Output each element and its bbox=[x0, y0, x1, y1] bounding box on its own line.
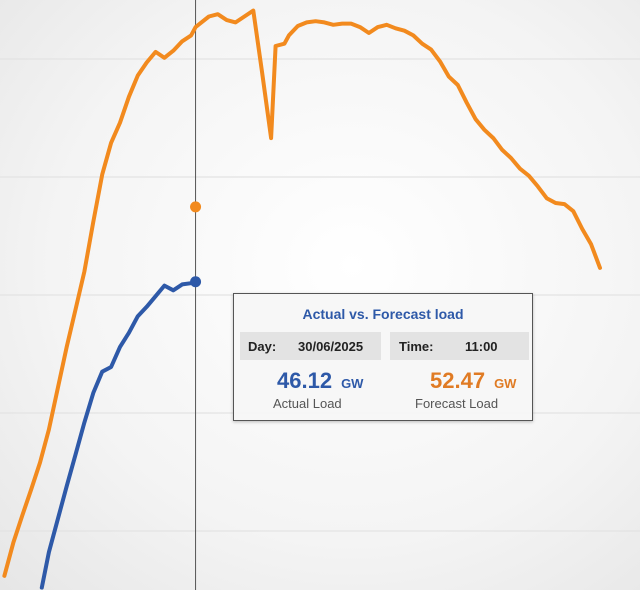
actual-load-line[interactable] bbox=[39, 279, 198, 590]
tooltip-time-label: Time: bbox=[399, 339, 434, 354]
forecast-value-unit: GW bbox=[494, 376, 517, 391]
tooltip-time-row: Time: 11:00 bbox=[390, 332, 529, 360]
tooltip-day-row: Day: 30/06/2025 bbox=[240, 332, 381, 360]
tooltip-time-value: 11:00 bbox=[465, 339, 498, 354]
actual-value-number: 46.12 bbox=[277, 368, 333, 393]
forecast-value-number: 52.47 bbox=[430, 368, 486, 393]
tooltip-actual-value: 46.12 GW bbox=[277, 368, 363, 394]
hover-tooltip: Actual vs. Forecast load Day: 30/06/2025… bbox=[233, 293, 533, 421]
tooltip-day-value: 30/06/2025 bbox=[298, 339, 364, 354]
forecast-load-hover-point bbox=[190, 201, 202, 213]
tooltip-title: Actual vs. Forecast load bbox=[302, 306, 464, 322]
tooltip-forecast-value: 52.47 GW bbox=[430, 368, 516, 394]
forecast-load-line[interactable] bbox=[2, 8, 602, 578]
series-lines[interactable] bbox=[2, 8, 602, 590]
tooltip-day-label: Day: bbox=[248, 339, 277, 354]
actual-load-hover-point bbox=[190, 276, 202, 288]
actual-value-unit: GW bbox=[341, 376, 364, 391]
tooltip-actual-label: Actual Load bbox=[273, 396, 342, 411]
tooltip-forecast-label: Forecast Load bbox=[415, 396, 499, 411]
hover-markers bbox=[190, 201, 202, 288]
